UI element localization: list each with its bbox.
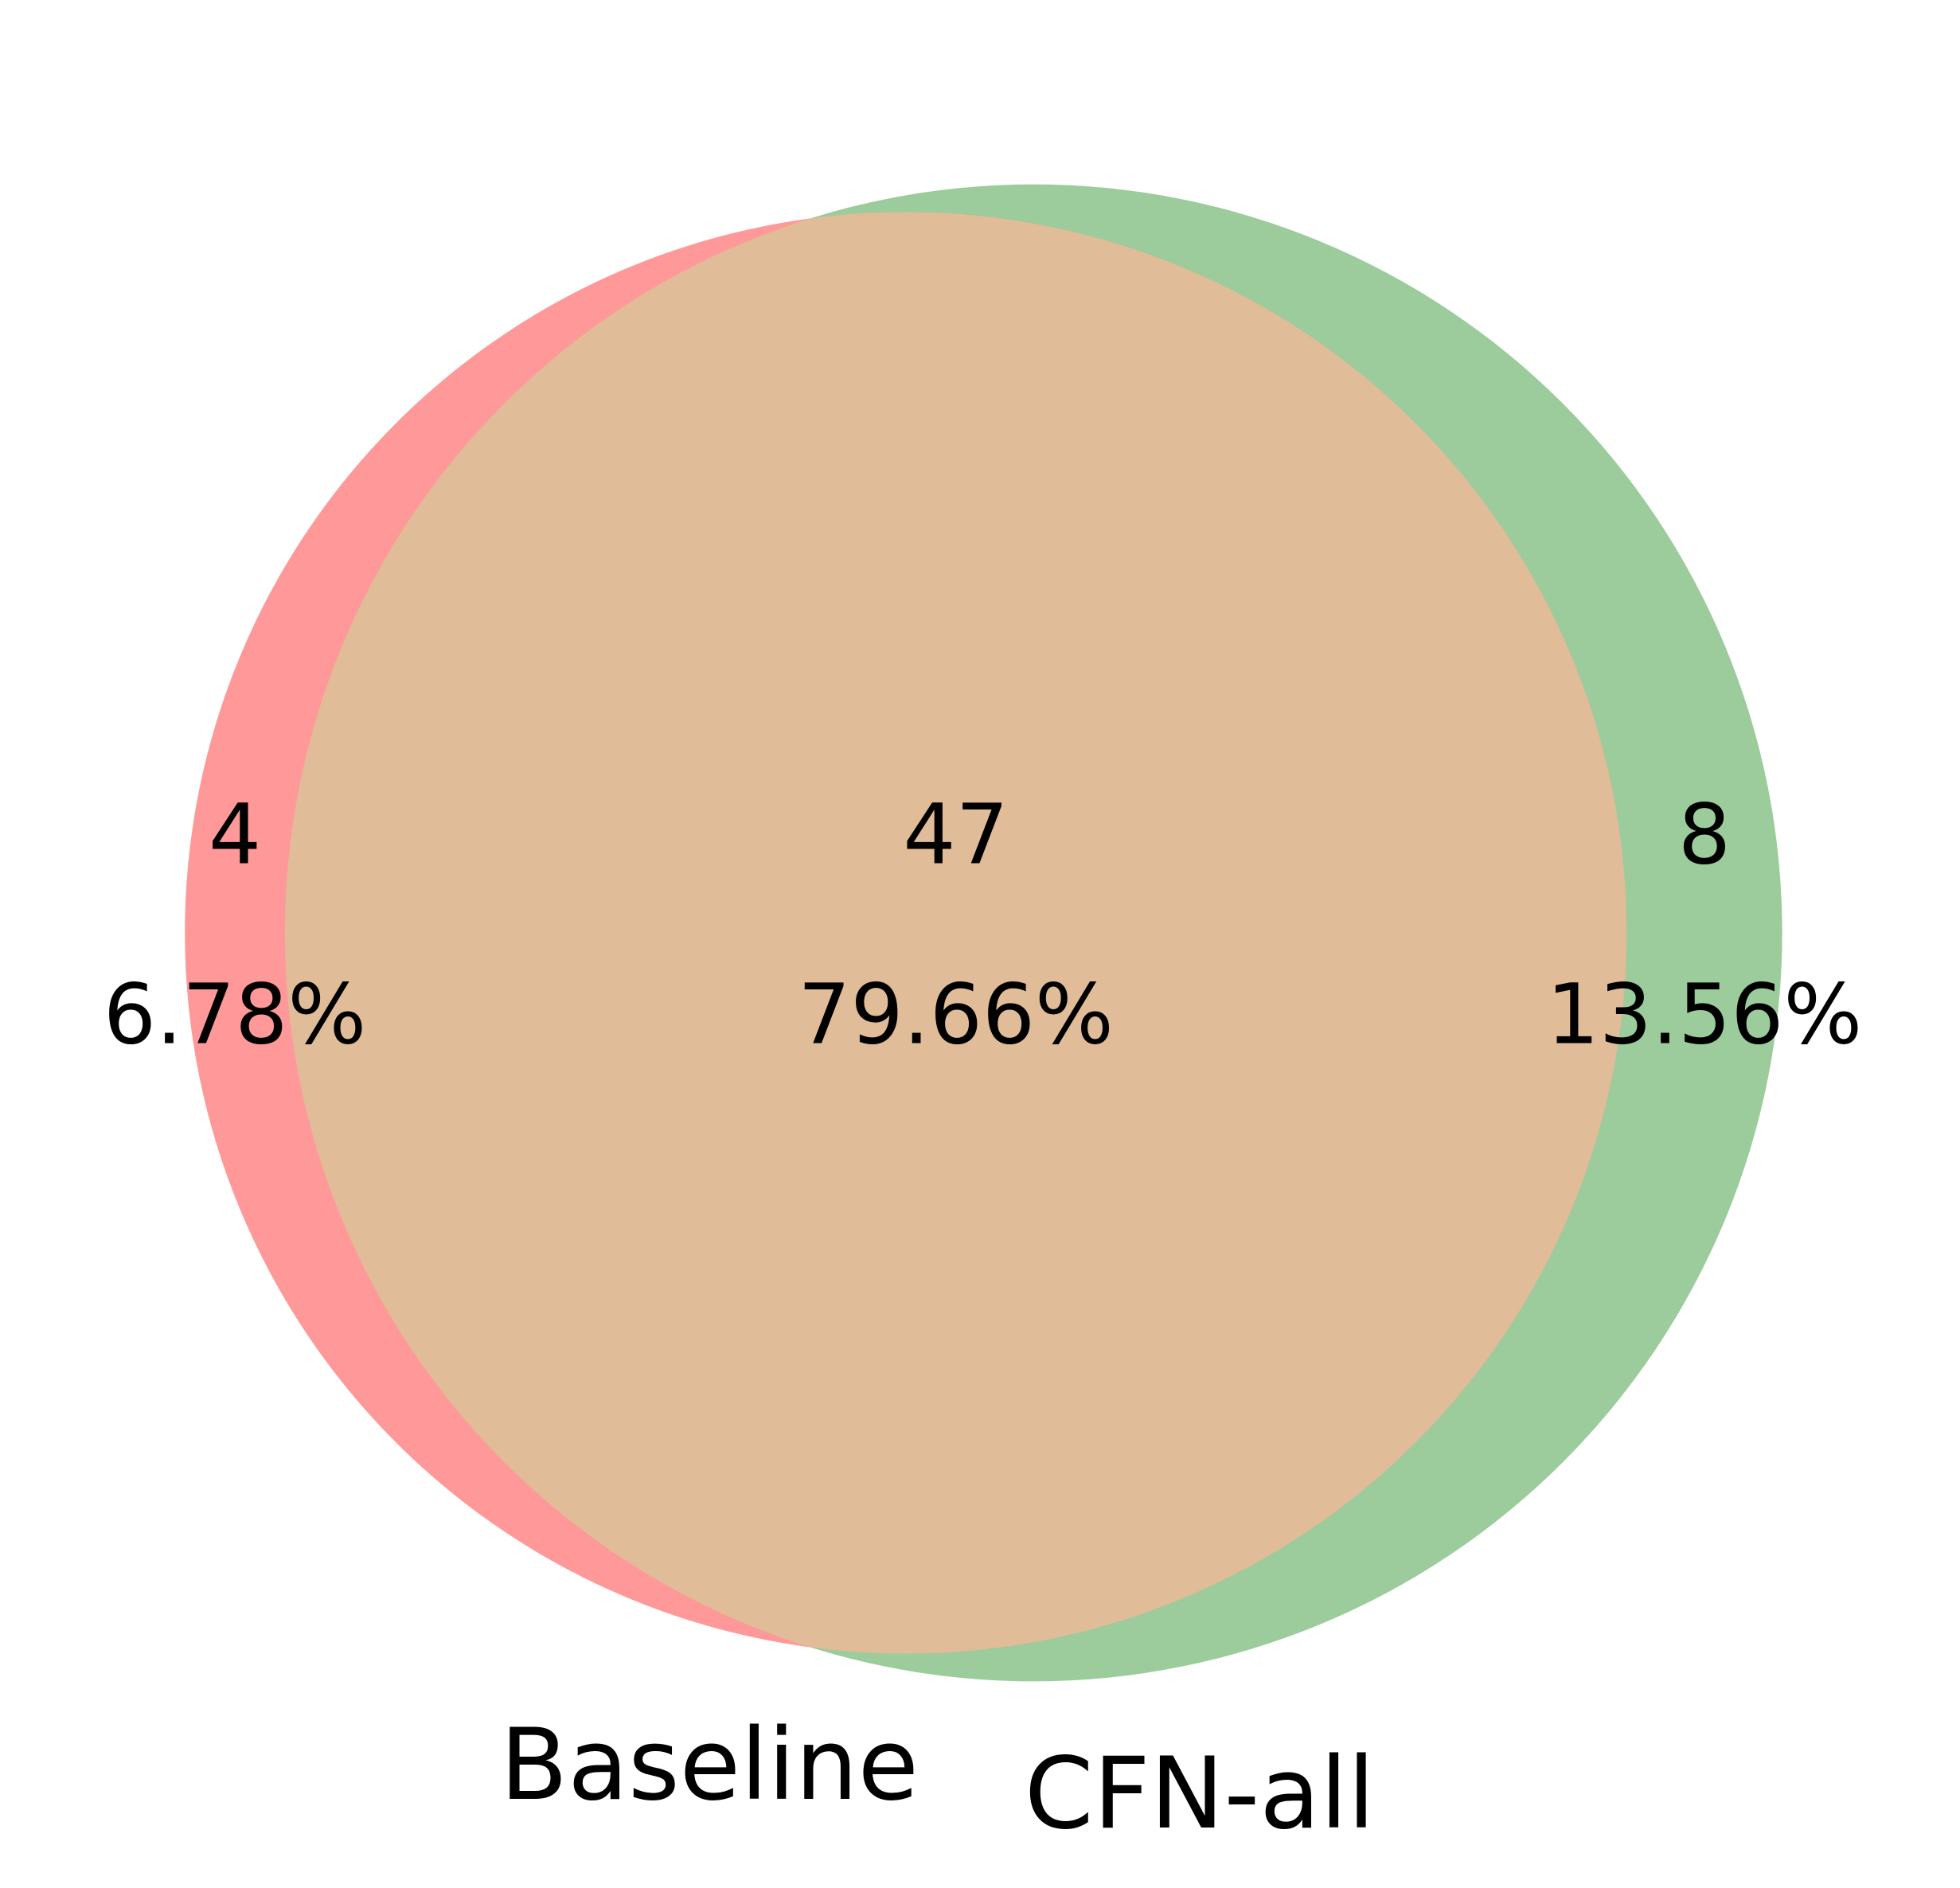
region-percent: 6.78% — [103, 965, 366, 1063]
region-count: 4 — [209, 786, 261, 883]
region-percent: 13.56% — [1547, 965, 1863, 1063]
overlap-region — [284, 212, 1627, 1654]
region-percent: 79.66% — [798, 965, 1114, 1063]
region-count: 8 — [1678, 786, 1731, 883]
set-label: CFN-all — [1025, 1737, 1375, 1851]
region-count: 47 — [903, 786, 1008, 883]
set-label: Baseline — [500, 1708, 919, 1823]
